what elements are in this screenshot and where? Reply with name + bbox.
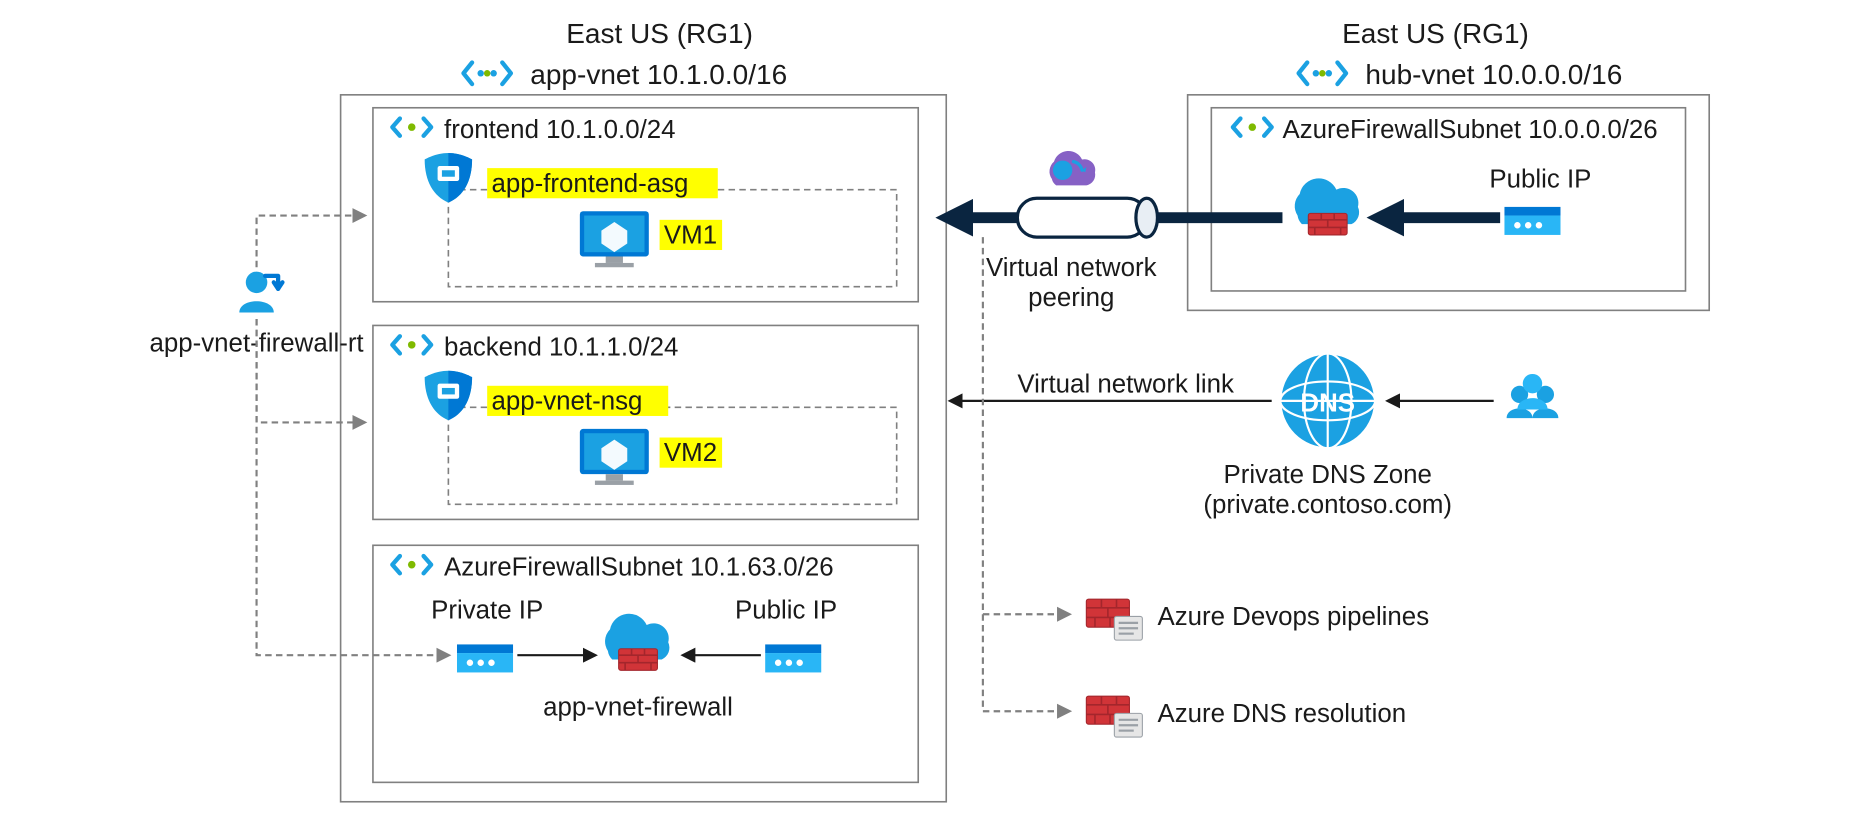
app-vnet-label: app-vnet 10.1.0.0/16	[530, 59, 787, 90]
firewall-icon	[605, 614, 669, 671]
private-ip-label: Private IP	[431, 597, 543, 625]
public-ip-hub-label: Public IP	[1489, 166, 1591, 194]
backend-subnet: backend 10.1.1.0/24 app-vnet-nsg VM2	[373, 325, 918, 519]
route-table-icon	[239, 272, 282, 313]
route-table: app-vnet-firewall-rt	[149, 216, 448, 656]
peering-label-2: peering	[1028, 284, 1114, 312]
app-fw-subnet-label: AzureFirewallSubnet 10.1.63.0/26	[444, 553, 834, 581]
vm-icon	[580, 211, 649, 267]
backend-label: backend 10.1.1.0/24	[444, 334, 678, 362]
firewall-doc-icon	[1086, 599, 1142, 640]
frontend-subnet: frontend 10.1.0.0/24 app-frontend-asg VM…	[373, 108, 918, 302]
ip-icon	[457, 644, 513, 672]
vm-icon	[580, 429, 649, 485]
dns-badge-text: DNS	[1300, 390, 1355, 418]
dns-title-2: (private.contoso.com)	[1203, 491, 1452, 519]
region-title-right: East US (RG1)	[1342, 18, 1529, 49]
shield-icon	[425, 153, 472, 203]
dns-zone: DNS Private DNS Zone (private.contoso.co…	[951, 353, 1559, 518]
vnet-icon	[463, 63, 510, 85]
vm1-label: VM1	[664, 222, 717, 250]
firewall-doc-icon	[1086, 696, 1142, 737]
devops-label: Azure Devops pipelines	[1157, 603, 1429, 631]
app-firewall-subnet: AzureFirewallSubnet 10.1.63.0/26 Private…	[373, 545, 918, 782]
vnet-icon	[1299, 63, 1346, 85]
public-ip-label-left: Public IP	[735, 597, 837, 625]
backend-nsg-label: app-vnet-nsg	[491, 388, 642, 416]
hub-firewall-subnet: AzureFirewallSubnet 10.0.0.0/26 Public I…	[1211, 108, 1685, 291]
frontend-asg-label: app-frontend-asg	[491, 170, 688, 198]
vm2-label: VM2	[664, 439, 717, 467]
dns-title-1: Private DNS Zone	[1224, 461, 1432, 489]
firewall-icon	[1295, 178, 1359, 235]
ip-icon	[765, 644, 821, 672]
subnet-icon	[1233, 119, 1272, 136]
subnet-icon	[392, 556, 431, 573]
internet-icon	[1050, 151, 1096, 185]
subnet-icon	[392, 336, 431, 353]
dnsres-label: Azure DNS resolution	[1157, 700, 1406, 728]
hub-fw-subnet-label: AzureFirewallSubnet 10.0.0.0/26	[1282, 116, 1657, 144]
region-title-left: East US (RG1)	[566, 18, 753, 49]
diagram-canvas: East US (RG1) East US (RG1) app-vnet 10.…	[0, 0, 1858, 819]
vnet-link-label: Virtual network link	[1017, 370, 1234, 398]
subnet-icon	[392, 119, 431, 136]
shield-icon	[425, 371, 472, 421]
peering-connector: Virtual network peering	[951, 151, 1283, 312]
users-icon	[1507, 374, 1559, 418]
hub-vnet-label: hub-vnet 10.0.0.0/16	[1365, 59, 1622, 90]
app-vnet-firewall-label: app-vnet-firewall	[543, 694, 733, 722]
peering-label-1: Virtual network	[986, 254, 1157, 282]
ip-icon	[1504, 207, 1560, 235]
frontend-label: frontend 10.1.0.0/24	[444, 116, 675, 144]
